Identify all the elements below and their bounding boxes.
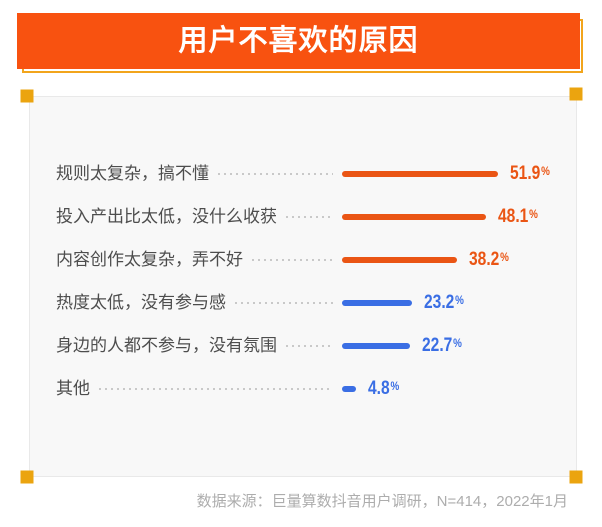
value-number: 22.7 bbox=[422, 335, 453, 356]
title-banner: 用户不喜欢的原因 bbox=[17, 13, 580, 69]
bar-chart: 规则太复杂，搞不懂 51.9% 投入产出比太低，没什么收获 48.1% 内容创作太复杂，… bbox=[30, 97, 576, 410]
bar-zone: 22.7% bbox=[342, 336, 576, 355]
dotted-leader bbox=[99, 387, 333, 390]
corner-handle-bottom-right bbox=[569, 470, 583, 484]
chart-row: 内容创作太复杂，弄不好 38.2% bbox=[30, 238, 576, 281]
corner-handle-top-right bbox=[569, 87, 583, 101]
category-label: 内容创作太复杂，弄不好 bbox=[56, 250, 243, 269]
bar-zone: 51.9% bbox=[342, 164, 576, 183]
percent-sign: % bbox=[453, 336, 462, 350]
percent-sign: % bbox=[499, 250, 509, 264]
value-label: 22.7% bbox=[422, 336, 462, 355]
percent-sign: % bbox=[454, 293, 464, 307]
value-label: 4.8% bbox=[368, 379, 399, 398]
page-title: 用户不喜欢的原因 bbox=[178, 24, 419, 57]
bar bbox=[342, 170, 498, 177]
value-label: 51.9% bbox=[510, 164, 550, 183]
category-label: 规则太复杂，搞不懂 bbox=[56, 164, 209, 183]
percent-sign: % bbox=[529, 207, 539, 221]
percent-sign: % bbox=[390, 379, 400, 393]
value-number: 38.2 bbox=[468, 249, 499, 270]
value-label: 23.2% bbox=[424, 293, 464, 312]
bar bbox=[342, 385, 357, 392]
value-label: 48.1% bbox=[498, 207, 538, 226]
category-label: 热度太低，没有参与感 bbox=[56, 293, 226, 312]
bar-zone: 4.8% bbox=[342, 379, 576, 398]
value-number: 4.8 bbox=[368, 378, 391, 399]
bar bbox=[342, 213, 487, 220]
bar bbox=[342, 256, 457, 263]
chart-row: 其他 4.8% bbox=[30, 367, 576, 410]
category-label: 其他 bbox=[56, 379, 90, 398]
data-source-note: 数据来源：巨量算数抖音用户调研，N=414，2022年1月 bbox=[196, 493, 568, 510]
value-number: 23.2 bbox=[423, 292, 454, 313]
category-label: 投入产出比太低，没什么收获 bbox=[56, 207, 277, 226]
value-number: 48.1 bbox=[498, 206, 529, 227]
chart-card: 规则太复杂，搞不懂 51.9% 投入产出比太低，没什么收获 48.1% 内容创作太复杂，… bbox=[29, 96, 577, 477]
dotted-leader bbox=[235, 301, 333, 304]
chart-row: 热度太低，没有参与感 23.2% bbox=[30, 281, 576, 324]
chart-row: 投入产出比太低，没什么收获 48.1% bbox=[30, 195, 576, 238]
dotted-leader bbox=[286, 344, 333, 347]
dotted-leader bbox=[218, 172, 333, 175]
value-label: 38.2% bbox=[469, 250, 509, 269]
category-label: 身边的人都不参与，没有氛围 bbox=[56, 336, 277, 355]
bar bbox=[342, 299, 412, 306]
bar bbox=[342, 342, 411, 349]
dotted-leader bbox=[252, 258, 333, 261]
corner-handle-top-left bbox=[20, 89, 34, 103]
bar-zone: 23.2% bbox=[342, 293, 576, 312]
chart-row: 身边的人都不参与，没有氛围 22.7% bbox=[30, 324, 576, 367]
bar-zone: 48.1% bbox=[342, 207, 576, 226]
value-number: 51.9 bbox=[509, 163, 541, 184]
dotted-leader bbox=[286, 215, 333, 218]
bar-zone: 38.2% bbox=[342, 250, 576, 269]
chart-row: 规则太复杂，搞不懂 51.9% bbox=[30, 152, 576, 195]
corner-handle-bottom-left bbox=[20, 470, 34, 484]
percent-sign: % bbox=[540, 164, 550, 178]
